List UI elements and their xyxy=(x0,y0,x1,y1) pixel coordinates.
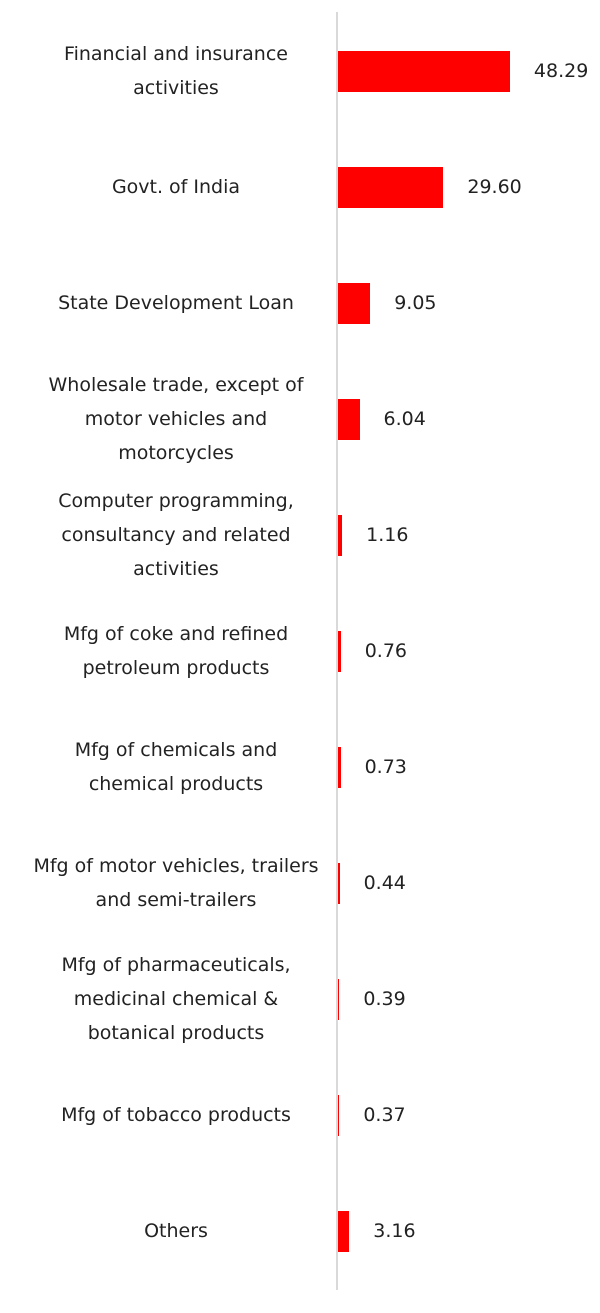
category-label: Mfg of chemicals and chemical products xyxy=(74,739,278,795)
value-label: 0.39 xyxy=(363,988,406,1010)
category-label: Financial and insurance activities xyxy=(64,43,288,99)
bar xyxy=(338,398,360,440)
category-label: Govt. of India xyxy=(111,176,241,198)
axis-line xyxy=(336,12,338,1290)
bar xyxy=(338,1210,350,1252)
value-label: 3.16 xyxy=(373,1220,416,1242)
category-label: State Development Loan xyxy=(58,292,294,314)
bar xyxy=(338,630,341,672)
category-label: Wholesale trade, except of motor vehicle… xyxy=(48,374,304,464)
bar xyxy=(338,282,371,324)
category-label: Mfg of coke and refined petroleum produc… xyxy=(63,623,289,679)
category-label: Mfg of tobacco products xyxy=(61,1104,291,1126)
value-label: 0.37 xyxy=(363,1104,406,1126)
bar xyxy=(338,1094,340,1136)
value-label: 29.60 xyxy=(467,176,522,198)
value-label: 1.16 xyxy=(366,524,409,546)
category-label: Others xyxy=(144,1220,208,1242)
value-label: 48.29 xyxy=(533,60,589,82)
value-label: 0.44 xyxy=(363,872,406,894)
bar xyxy=(338,166,444,208)
value-label: 0.76 xyxy=(364,640,408,662)
value-label: 6.04 xyxy=(383,408,426,430)
category-label: Computer programming, consultancy and re… xyxy=(58,490,294,580)
bar xyxy=(338,50,510,92)
bar xyxy=(338,978,340,1020)
value-label: 9.05 xyxy=(394,292,437,314)
bar xyxy=(338,746,341,788)
value-label: 0.73 xyxy=(364,756,407,778)
category-label: Mfg of motor vehicles, trailers and semi… xyxy=(33,855,319,911)
bar xyxy=(338,862,340,904)
category-label: Mfg of pharmaceuticals, medicinal chemic… xyxy=(61,954,291,1044)
bar xyxy=(338,514,343,556)
